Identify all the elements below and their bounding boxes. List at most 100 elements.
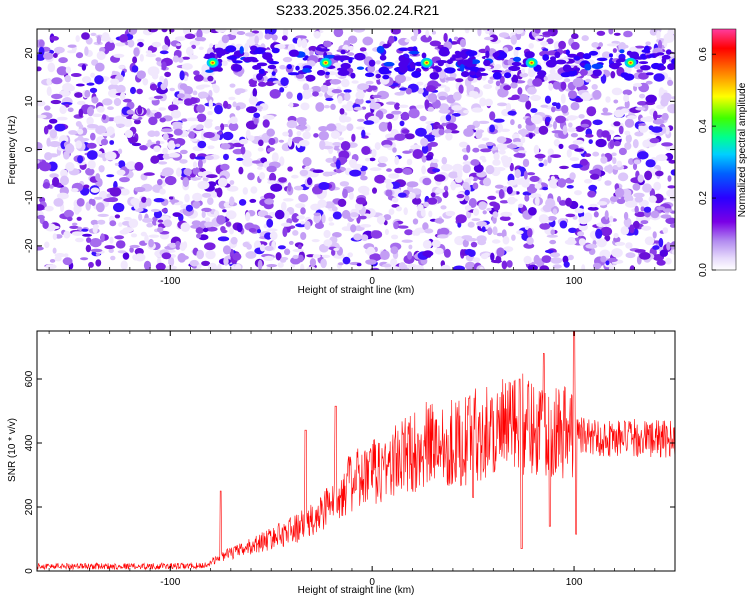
spectrogram-cell bbox=[215, 29, 227, 33]
spectrogram-cell bbox=[264, 215, 272, 219]
spectrogram-cell bbox=[412, 230, 417, 236]
spectrogram-cell bbox=[292, 254, 299, 259]
spectrogram-cell bbox=[157, 219, 164, 223]
spectrogram-cell bbox=[412, 149, 424, 159]
spectrogram-cell bbox=[493, 152, 500, 161]
spectrogram-cell bbox=[86, 82, 95, 86]
spectrogram-band-cell bbox=[579, 62, 586, 66]
spectrogram-cell bbox=[623, 211, 629, 221]
spectrogram-cell bbox=[551, 130, 564, 134]
spectrogram-cell bbox=[472, 257, 481, 263]
spectrogram-cell bbox=[163, 219, 172, 228]
spectrogram-cell bbox=[92, 113, 102, 118]
spectrogram-cell bbox=[277, 262, 284, 268]
spectrogram-cell bbox=[75, 140, 83, 149]
spectrogram-cell bbox=[313, 133, 319, 138]
spectrogram-cell bbox=[250, 186, 258, 194]
spectrogram-cell bbox=[281, 201, 287, 212]
spectrogram-cell bbox=[317, 199, 327, 208]
spectrogram-cell bbox=[192, 90, 198, 96]
spectrogram-cell bbox=[500, 211, 513, 217]
spectrogram-band-cell bbox=[554, 51, 561, 59]
spectrogram-cell bbox=[656, 30, 661, 40]
spectrogram-cell bbox=[60, 169, 68, 178]
spectrogram-cell bbox=[94, 196, 103, 200]
spectrogram-cell bbox=[318, 92, 324, 97]
spectrogram-cell bbox=[242, 241, 250, 248]
spectrogram-cell bbox=[453, 265, 465, 270]
spectrogram-cell bbox=[239, 138, 248, 145]
spectrogram-cell bbox=[399, 120, 405, 127]
spectrogram-cell bbox=[257, 166, 263, 170]
spectrogram-cell bbox=[217, 236, 230, 242]
spectrogram-cell bbox=[114, 214, 121, 219]
spectrogram-cell bbox=[568, 90, 577, 99]
spectrogram-cell bbox=[83, 184, 90, 189]
spectrogram-cell bbox=[262, 114, 275, 120]
spectrogram-cell bbox=[659, 249, 668, 257]
spectrogram-cell bbox=[397, 192, 407, 198]
spectrogram-cell bbox=[618, 125, 624, 135]
spectrogram-cell bbox=[492, 226, 498, 236]
spectrogram-band-cell bbox=[638, 61, 649, 65]
spectrogram-cell bbox=[37, 100, 46, 107]
spectrogram-cell bbox=[236, 31, 246, 35]
spectrogram-cell bbox=[153, 145, 161, 153]
spectrogram-cell bbox=[517, 150, 527, 154]
spectrogram-cell bbox=[47, 62, 56, 73]
spectrogram-cell bbox=[339, 181, 350, 187]
spectrogram-cell bbox=[653, 73, 665, 82]
spectrogram-cell bbox=[441, 164, 453, 172]
snr-panel: -100 0 100 0 200 400 600 Height of straight l… bbox=[7, 330, 676, 596]
spectrogram-cell bbox=[627, 115, 637, 120]
spectrogram-cell bbox=[466, 144, 471, 153]
spectrogram-cell bbox=[45, 264, 57, 270]
spectrogram-cell bbox=[128, 29, 138, 35]
spectrogram-cell bbox=[331, 89, 342, 94]
spectrogram-cell bbox=[523, 255, 532, 265]
spectrogram-cell bbox=[127, 39, 135, 48]
spectrogram-band-cell bbox=[492, 72, 502, 80]
spectrogram-cell bbox=[471, 218, 481, 222]
colorbar-tick-label: 0.2 bbox=[698, 191, 709, 205]
spectrogram-cell bbox=[302, 131, 311, 140]
spectrogram-cell bbox=[90, 32, 97, 37]
spectrogram-cell bbox=[572, 77, 585, 88]
spectrogram-cell bbox=[54, 123, 66, 132]
spectrogram-cell bbox=[37, 142, 43, 151]
spectrogram-cell bbox=[624, 142, 632, 150]
spectrogram-cell bbox=[264, 198, 274, 205]
spectrogram-cell bbox=[510, 82, 518, 89]
spectrogram-cell bbox=[616, 198, 626, 205]
spectrogram-cell bbox=[342, 256, 351, 265]
spectrogram-cell bbox=[495, 255, 502, 264]
spectrogram-cell bbox=[167, 140, 176, 150]
spectrogram-cell bbox=[503, 246, 514, 253]
spectrogram-cell bbox=[267, 147, 273, 153]
spectrogram-cell bbox=[632, 163, 638, 170]
spectrogram-cell bbox=[85, 201, 91, 211]
spectrogram-cell bbox=[607, 257, 618, 263]
spectrogram-cell bbox=[301, 38, 308, 49]
spectrogram-hotspot bbox=[425, 61, 428, 64]
spectrogram-cell bbox=[207, 111, 213, 116]
spectrogram-cell bbox=[592, 151, 600, 157]
spectrogram-cell bbox=[404, 229, 413, 236]
spectrogram-cell bbox=[453, 91, 462, 101]
spectrogram-band-cell bbox=[318, 48, 330, 52]
spectrogram-cell bbox=[613, 32, 621, 36]
spectrogram-cell bbox=[76, 100, 86, 106]
spectrogram-cell bbox=[580, 123, 590, 128]
spectrogram-cell bbox=[130, 86, 136, 95]
spectrogram-cell bbox=[201, 192, 212, 198]
spectrogram-cell bbox=[577, 231, 585, 237]
spectrogram-cell bbox=[139, 54, 144, 62]
spectrogram-band-cell bbox=[323, 54, 336, 59]
spectrogram-cell bbox=[282, 227, 288, 238]
spectrogram-cells bbox=[37, 29, 675, 270]
spectrogram-cell bbox=[564, 239, 577, 245]
spectrogram-cell bbox=[494, 184, 504, 189]
spectrogram-cell bbox=[669, 223, 675, 228]
spectrogram-cell bbox=[278, 139, 284, 143]
spectrogram-cell bbox=[267, 180, 278, 185]
